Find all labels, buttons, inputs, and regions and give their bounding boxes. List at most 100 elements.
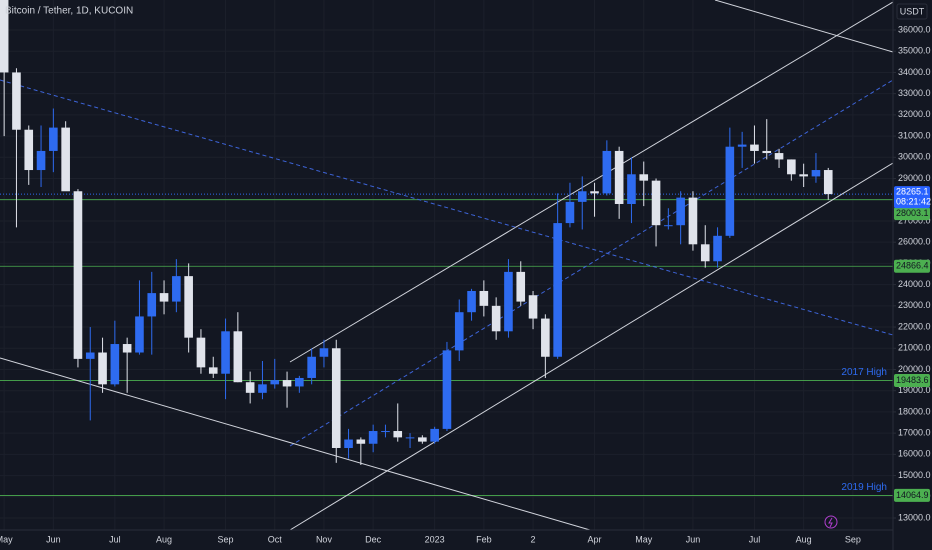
candle-body — [184, 276, 193, 338]
level-note: 2017 High — [841, 367, 887, 378]
candle-body — [639, 174, 649, 181]
level-note: 2019 High — [841, 482, 887, 493]
candle-body — [85, 352, 95, 359]
grid — [0, 0, 893, 530]
candle-body — [381, 431, 390, 433]
candle-body — [24, 129, 34, 171]
candle-body — [49, 127, 58, 151]
candle-body — [700, 244, 710, 262]
x-tick-label: May — [0, 534, 13, 544]
candle-body — [713, 235, 722, 262]
candle-body — [799, 174, 808, 177]
candle-body — [270, 380, 280, 385]
candle-body — [823, 170, 833, 195]
level-price-box — [894, 373, 930, 387]
candle-body — [12, 72, 21, 130]
candle-body — [196, 337, 206, 368]
y-tick-label: 13000.0 — [898, 512, 931, 522]
level-price-box — [894, 259, 930, 273]
candle-body — [491, 305, 501, 332]
channel-upper — [289, 1, 893, 363]
x-tick-label: 2023 — [425, 534, 445, 544]
y-tick-label: 17000.0 — [898, 428, 931, 438]
x-tick-label: Nov — [316, 534, 333, 544]
candle-body — [676, 197, 685, 226]
candle-body — [664, 225, 673, 227]
candle-body — [122, 344, 132, 353]
alert-icon[interactable] — [824, 515, 838, 529]
x-tick-label: Jun — [46, 534, 61, 544]
y-tick-label: 21000.0 — [898, 343, 931, 353]
y-tick-label: 16000.0 — [898, 449, 931, 459]
y-tick-label: 18000.0 — [898, 406, 931, 416]
candle-body — [307, 356, 316, 378]
y-tick-label: 36000.0 — [898, 24, 931, 34]
countdown: 08:21:42 — [896, 196, 931, 206]
y-tick-label: 33000.0 — [898, 88, 931, 98]
candles — [0, 0, 833, 465]
candle-body — [811, 170, 821, 177]
level-price-box — [894, 207, 930, 221]
y-tick-label: 22000.0 — [898, 321, 931, 331]
candle-body — [110, 344, 120, 385]
x-tick-label: Sep — [218, 534, 234, 544]
y-tick-label: 20000.0 — [898, 364, 931, 374]
candle-body — [541, 318, 550, 357]
chart-title: Bitcoin / Tether, 1D, KUCOIN — [5, 6, 133, 17]
candle-body — [368, 431, 378, 444]
candle-body — [614, 150, 624, 204]
candle-body — [0, 0, 9, 73]
trend-lower — [0, 357, 591, 530]
candle-body — [258, 384, 267, 393]
y-tick-label: 31000.0 — [898, 130, 931, 140]
channel-lower — [289, 162, 893, 530]
candle-body — [528, 295, 538, 319]
candle-body — [504, 271, 513, 332]
x-tick-label: Aug — [796, 534, 812, 544]
x-tick-label: 2 — [531, 534, 536, 544]
x-tick-label: Feb — [476, 534, 492, 544]
candle-body — [467, 290, 476, 313]
y-tick-label: 19000.0 — [898, 385, 931, 395]
candle-body — [233, 331, 243, 383]
candle-body — [516, 271, 526, 302]
x-tick-label: Dec — [365, 534, 382, 544]
alert-bolt — [828, 517, 833, 528]
candle-body — [565, 201, 575, 224]
candle-body — [172, 276, 181, 302]
candle-body — [737, 144, 747, 147]
candle-body — [602, 150, 612, 194]
candle-body — [331, 348, 341, 448]
candle-body — [319, 348, 329, 357]
level-price-box — [894, 488, 930, 502]
last-price-box — [894, 186, 930, 209]
level-price-label: 28003.1 — [896, 208, 929, 218]
y-tick-label: 23000.0 — [898, 300, 931, 310]
candle-body — [245, 382, 255, 393]
currency-box[interactable] — [896, 3, 928, 20]
candle-body — [651, 180, 661, 226]
candle-body — [787, 159, 796, 175]
candle-body — [208, 367, 218, 374]
x-tick-label: Oct — [268, 534, 283, 544]
y-tick-label: 15000.0 — [898, 470, 931, 480]
y-tick-label: 30000.0 — [898, 152, 931, 162]
price-labels: 28003.1 24866.4 19483.6 14064.9 28265.108:21… — [894, 186, 931, 502]
level-price-label: 19483.6 — [896, 375, 929, 385]
currency[interactable]: USDT — [900, 6, 925, 16]
last-price-label: 28265.1 — [896, 186, 929, 196]
candle-body — [147, 293, 157, 317]
candle-body — [295, 377, 304, 387]
candle-body — [393, 431, 403, 438]
candle-body — [590, 191, 599, 194]
trend-dashed — [0, 79, 893, 336]
candle-body — [282, 380, 292, 387]
candle-body — [159, 293, 169, 302]
candle-body — [688, 197, 698, 245]
candle-body — [627, 174, 636, 204]
level-price-label: 24866.4 — [896, 261, 929, 271]
candle-body — [405, 437, 415, 439]
candle-body — [221, 331, 230, 374]
